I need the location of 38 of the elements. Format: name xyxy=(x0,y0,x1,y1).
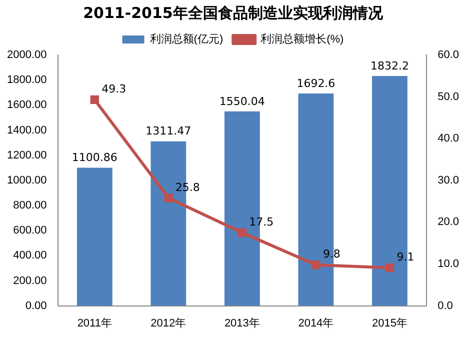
x-tick-label: 2013年 xyxy=(224,317,260,330)
y2-tick-label: 20.0 xyxy=(438,216,460,228)
y2-tick-label: 0.0 xyxy=(438,300,453,312)
x-tick-label: 2012年 xyxy=(150,317,186,330)
y-tick-label: 800.00 xyxy=(13,200,47,212)
y2-tick-label: 40.0 xyxy=(438,132,460,145)
y-tick-label: 0.00 xyxy=(25,300,47,312)
y-tick-label: 600.00 xyxy=(13,224,47,237)
y-tick-label: 1200.00 xyxy=(6,149,47,162)
y2-tick-label: 60.0 xyxy=(438,49,460,62)
y-tick-label: 2000.00 xyxy=(6,49,47,62)
y-tick-label: 1000.00 xyxy=(6,174,47,186)
x-tick-label: 2011年 xyxy=(77,317,112,330)
y-tick-label: 200.00 xyxy=(13,274,47,287)
data-label: 1311.47 xyxy=(146,124,192,138)
point xyxy=(164,194,173,202)
x-tick-label: 2014年 xyxy=(298,317,334,330)
data-label: 1550.04 xyxy=(219,94,265,108)
y2-tick-label: 30.0 xyxy=(438,174,460,186)
legend-label: 利润总额增长(%) xyxy=(260,32,344,46)
point xyxy=(90,95,99,104)
bar xyxy=(76,168,112,306)
y-tick-label: 400.00 xyxy=(13,250,47,262)
y-tick-label: 1600.00 xyxy=(6,99,47,112)
y-tick-label: 1800.00 xyxy=(6,74,47,86)
y2-tick-label: 50.0 xyxy=(438,90,460,103)
y-tick-label: 1400.00 xyxy=(6,124,47,136)
data-label: 1692.6 xyxy=(296,76,336,90)
point xyxy=(238,228,247,237)
legend-label: 利润总额(亿元) xyxy=(150,32,224,46)
point xyxy=(385,263,394,272)
chart-title: 2011-2015年全国食品制造业实现利润情况 xyxy=(82,4,384,24)
data-label: 49.3 xyxy=(102,82,126,96)
y2-tick-label: 10.0 xyxy=(438,258,460,270)
x-tick-label: 2015年 xyxy=(372,317,408,330)
data-label: 1832.2 xyxy=(370,59,409,72)
data-label: 1100.86 xyxy=(72,151,118,164)
point xyxy=(312,260,320,270)
